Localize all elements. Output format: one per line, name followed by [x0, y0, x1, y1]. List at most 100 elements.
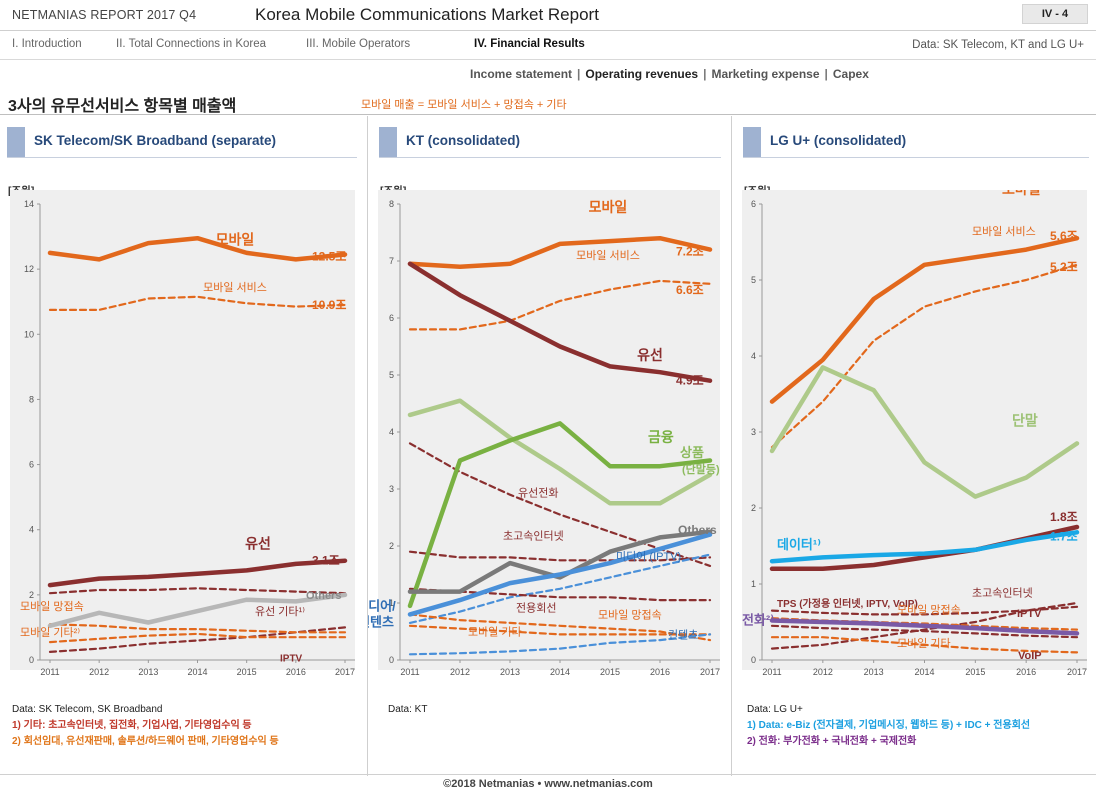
x-tick-label: 2015 [237, 667, 257, 677]
series-line-0-4 [47, 592, 348, 629]
x-tick-label: 2014 [187, 667, 207, 677]
x-tick-label: 2017 [335, 667, 355, 677]
series-label: TPS (가정용 인터넷, IPTV, VoIP) [777, 597, 918, 610]
x-tick-label: 2012 [89, 667, 109, 677]
series-line-1-6 [408, 550, 712, 562]
y-tick-label: 7 [389, 256, 394, 266]
nav-data-note: Data: SK Telecom, KT and LG U+ [912, 39, 1084, 51]
series-label: 모바일 서비스 [972, 224, 1036, 238]
nav-divider [0, 59, 1096, 60]
skt-note-2: 2) 회선임대, 유선재판매, 솔루션/하드웨어 판매, 기타영업수익 등 [12, 736, 279, 747]
y-tick-label: 0 [29, 655, 34, 665]
series-label: 컨텐츠 [668, 628, 698, 641]
x-tick-label: 2011 [762, 667, 781, 677]
series-label: 초고속인터넷 [972, 587, 1033, 600]
title-divider [0, 114, 1096, 115]
y-tick-label: 8 [389, 199, 394, 209]
lgu-source: Data: LG U+ [747, 704, 803, 715]
series-label: 유선 기타¹⁾ [255, 605, 305, 618]
y-tick-label: 1 [751, 579, 756, 589]
nav-mobile-operators[interactable]: III. Mobile Operators [306, 38, 411, 50]
series-label: 데이터¹⁾ [777, 537, 821, 552]
footer-copyright: ©2018 Netmanias • www.netmanias.com [443, 778, 653, 790]
series-label: 모바일 기타 [897, 636, 951, 650]
series-line-2-4 [769, 530, 1080, 564]
kt-chart-title: KT (consolidated) [406, 133, 520, 148]
x-tick-label: 2012 [450, 667, 470, 677]
subnav-operating-revenues[interactable]: Operating revenues [585, 67, 699, 81]
series-label: 미디어/ [368, 598, 396, 613]
page-number-badge: IV - 4 [1022, 4, 1088, 24]
series-line-2-9 [770, 636, 1079, 654]
kt-panel-header: KT (consolidated) [379, 127, 721, 158]
x-tick-label: 2014 [914, 667, 934, 677]
y-tick-label: 2 [29, 590, 34, 600]
series-line-2-0 [769, 235, 1080, 404]
x-tick-label: 2015 [965, 667, 985, 677]
x-tick-label: 2011 [40, 667, 59, 677]
series-line-1-4 [407, 421, 713, 609]
lgu-chart-title: LG U+ (consolidated) [770, 133, 907, 148]
series-end-label: 10.9조 [312, 298, 346, 312]
series-label: 단말 [1012, 412, 1038, 428]
y-tick-label: 10 [24, 329, 34, 339]
x-tick-label: 2012 [813, 667, 833, 677]
subnav-income-statement[interactable]: Income statement [470, 67, 573, 81]
series-label: 모바일 [1002, 190, 1041, 197]
series-line-1-12 [408, 624, 712, 636]
kt-notes: Data: KT [388, 702, 427, 718]
skt-chart: 0 2 4 6 8 10 12 14 2011 2012 2013 2014 2015 2016 2017 모… [10, 190, 355, 677]
series-label: 모바일 [216, 231, 255, 247]
series-line-0-7 [48, 632, 347, 644]
series-line-1-11 [408, 613, 712, 642]
series-end-label: 6.6조 [676, 283, 704, 297]
panel-divider-1 [367, 116, 368, 776]
series-line-2-1 [770, 263, 1079, 449]
series-line-1-1 [408, 279, 712, 331]
y-tick-label: 2 [389, 541, 394, 551]
y-tick-label: 3 [751, 427, 756, 437]
series-line-2-2 [769, 365, 1080, 499]
series-end-label: 12.5조 [312, 249, 346, 263]
subnav-capex[interactable]: Capex [832, 67, 869, 81]
series-end-label: 5.6조 [1050, 229, 1078, 243]
series-label: 모바일 [589, 199, 628, 215]
series-line-1-8 [407, 532, 713, 617]
series-end-label: 7.2조 [676, 245, 704, 259]
skt-source: Data: SK Telecom, SK Broadband [12, 704, 163, 715]
series-label: 전화²⁾ [742, 612, 774, 627]
nav-introduction[interactable]: I. Introduction [12, 38, 82, 50]
kt-header-underline [379, 157, 721, 158]
series-label: 모바일 서비스 [203, 280, 267, 294]
x-tick-label: 2016 [1016, 667, 1036, 677]
x-tick-label: 2016 [650, 667, 670, 677]
series-label: IPTV [280, 653, 303, 664]
series-label: 컨텐츠 [368, 614, 394, 629]
x-tick-label: 2014 [550, 667, 570, 677]
series-line-1-0 [407, 235, 713, 269]
series-end-label: 3.1조 [312, 554, 340, 568]
y-tick-label: 6 [29, 460, 34, 470]
plot-background [10, 190, 355, 670]
report-title: Korea Mobile Communications Market Repor… [255, 5, 599, 24]
series-label: 금융 [648, 429, 674, 445]
series-label: (단말등) [682, 462, 720, 476]
series-label: Others [678, 523, 717, 537]
page-title: 3사의 유무선서비스 항목별 매출액 [8, 98, 237, 115]
subnav-marketing-expense[interactable]: Marketing expense [711, 67, 820, 81]
series-label: 모바일 망접속 [598, 608, 662, 622]
nav-financial-results[interactable]: IV. Financial Results [474, 38, 585, 50]
series-line-1-2 [407, 261, 713, 383]
y-tick-label: 14 [24, 199, 34, 209]
mobile-revenue-formula: 모바일 매출 = 모바일 서비스 + 망접속 + 기타 [361, 99, 567, 111]
x-tick-label: 2013 [138, 667, 158, 677]
series-label: 모바일 기타²⁾ [20, 625, 80, 639]
nav-total-connections[interactable]: II. Total Connections in Korea [116, 38, 267, 50]
y-tick-label: 0 [389, 655, 394, 665]
x-tick-label: 2011 [400, 667, 419, 677]
y-tick-label: 6 [751, 199, 756, 209]
x-tick-label: 2015 [600, 667, 620, 677]
series-end-label: 1.8조 [1050, 510, 1078, 524]
lgu-header-bar [743, 127, 761, 157]
y-tick-label: 4 [389, 427, 394, 437]
